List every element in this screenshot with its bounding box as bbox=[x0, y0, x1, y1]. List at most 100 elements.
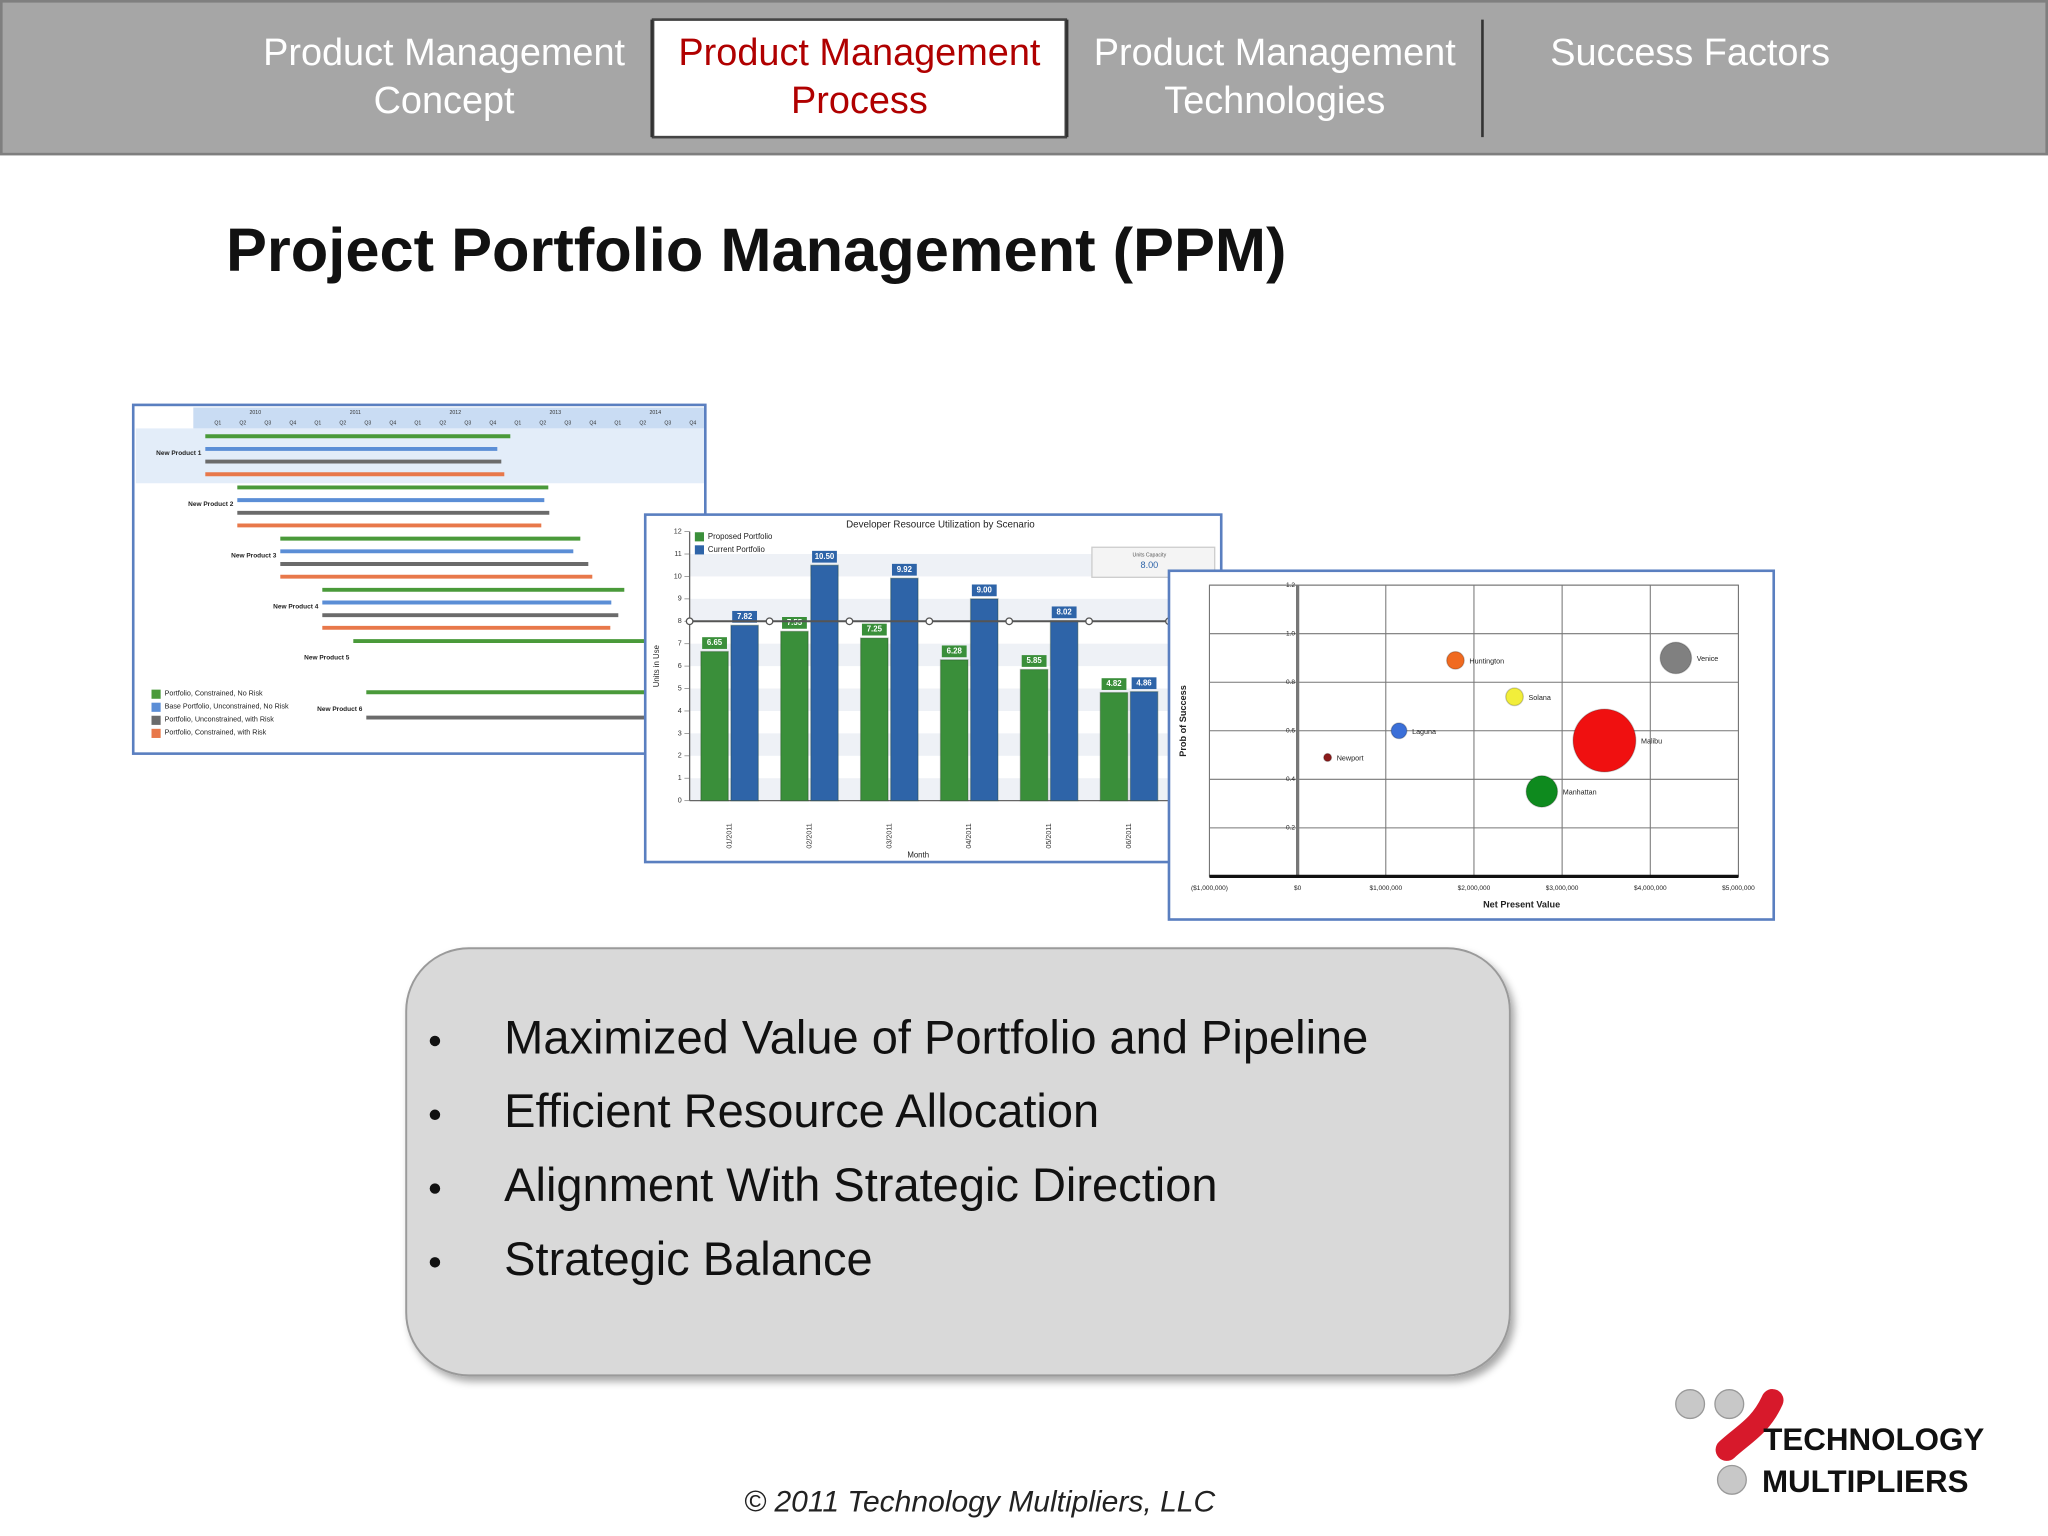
bubble bbox=[1505, 687, 1524, 707]
tab-label[interactable]: Product Management bbox=[263, 32, 625, 74]
quarter-label: Q1 bbox=[414, 421, 421, 427]
year-label: 2012 bbox=[449, 410, 461, 416]
value-label-box bbox=[732, 610, 758, 623]
y-tick-label: 1 bbox=[678, 774, 682, 782]
bullet-dot bbox=[429, 1109, 441, 1120]
row-label: New Product 6 bbox=[317, 706, 363, 713]
quarter-label: Q4 bbox=[389, 421, 396, 427]
nav-tabs: Product Management Concept Product Managem… bbox=[263, 18, 1830, 139]
bullet-dot bbox=[429, 1257, 441, 1268]
legend-label: Portfolio, Constrained, No Risk bbox=[165, 689, 263, 697]
y-tick-label: 8 bbox=[678, 617, 682, 625]
value-label: 7.25 bbox=[867, 625, 883, 634]
y-tick-label: 10 bbox=[674, 572, 682, 580]
value-label-box bbox=[891, 563, 917, 576]
bubble bbox=[1446, 650, 1465, 670]
value-label: 8.02 bbox=[1057, 607, 1073, 616]
y-tick-label: 1.2 bbox=[1286, 582, 1295, 589]
bullet-dot bbox=[429, 1183, 441, 1194]
bubble-chart: ($1,000,000) $0 $1,000,000 $2,000,000 $3,000… bbox=[1167, 569, 1776, 921]
tab-label[interactable]: Technologies bbox=[1164, 80, 1385, 122]
quarter-label: Q2 bbox=[339, 421, 346, 427]
chart-title: Developer Resource Utilization by Scenar… bbox=[846, 520, 1035, 531]
quarter-label: Q2 bbox=[239, 421, 246, 427]
x-tick-label: $5,000,000 bbox=[1722, 885, 1755, 892]
quarter-label: Q2 bbox=[539, 421, 546, 427]
x-tick-label: $0 bbox=[1294, 885, 1302, 892]
bubble-label: Solana bbox=[1529, 694, 1551, 702]
y-tick-label: 12 bbox=[674, 527, 682, 535]
legend-label: Base Portfolio, Unconstrained, No Risk bbox=[165, 703, 289, 711]
quarter-label: Q4 bbox=[289, 421, 296, 427]
y-tick-label: 3 bbox=[678, 729, 682, 737]
logo-text: TECHNOLOGY bbox=[1763, 1422, 1984, 1457]
x-tick-label: $3,000,000 bbox=[1546, 885, 1579, 892]
legend-swatch bbox=[151, 715, 161, 725]
footer: © 2011 Technology Multipliers, LLC bbox=[744, 1485, 1215, 1518]
x-axis-label: Month bbox=[907, 851, 929, 860]
tab-label[interactable]: Success Factors bbox=[1550, 32, 1830, 74]
year-label: 2011 bbox=[350, 410, 361, 416]
bubble-label: Huntington bbox=[1469, 658, 1504, 666]
bar bbox=[1049, 620, 1079, 802]
tab-label[interactable]: Process bbox=[791, 80, 928, 122]
quarter-label: Q3 bbox=[564, 421, 571, 427]
y-tick-label: 2 bbox=[678, 752, 682, 760]
x-tick-label: 03/2011 bbox=[885, 823, 893, 848]
quarter-label: Q3 bbox=[464, 421, 471, 427]
legend-swatch bbox=[151, 689, 161, 699]
year-label: 2013 bbox=[549, 410, 561, 416]
slide-title: Project Portfolio Management (PPM) bbox=[226, 216, 1287, 285]
tab-label[interactable]: Product Management bbox=[1094, 32, 1456, 74]
logo-dot bbox=[1675, 1389, 1706, 1420]
y-tick-label: 0.4 bbox=[1286, 776, 1295, 783]
y-tick-label: 11 bbox=[674, 550, 681, 558]
logo-swoosh bbox=[1715, 1389, 1784, 1461]
value-label-box bbox=[1021, 655, 1047, 667]
value-label-box bbox=[941, 645, 967, 658]
bullet-text: Maximized Value of Portfolio and Pipelin… bbox=[504, 1010, 1368, 1063]
gantt-chart: 2010 Q1 Q2 Q3 Q4 2011 Q1 Q2 Q3 Q4 2012 Q1 Q2 Q3 Q4 2013… bbox=[131, 403, 707, 755]
value-label-box bbox=[702, 637, 727, 649]
quarter-label: Q1 bbox=[514, 421, 521, 427]
bullet-text: Alignment With Strategic Direction bbox=[504, 1158, 1217, 1211]
bubble-label: Laguna bbox=[1412, 728, 1436, 736]
row-label: New Product 1 bbox=[156, 450, 202, 457]
bubble-label: Manhattan bbox=[1563, 789, 1597, 797]
tab-label[interactable]: Concept bbox=[374, 80, 515, 122]
bubble bbox=[1572, 708, 1637, 773]
legend-label: Current Portfolio bbox=[708, 545, 766, 554]
y-tick-label: 0.6 bbox=[1286, 727, 1295, 734]
y-tick-label: 4 bbox=[678, 707, 682, 715]
tab-label[interactable]: Product Management bbox=[678, 32, 1040, 74]
quarter-label: Q3 bbox=[264, 421, 271, 427]
value-label-box bbox=[1101, 678, 1127, 690]
quarter-label: Q3 bbox=[364, 421, 371, 427]
x-tick-label: 05/2011 bbox=[1045, 823, 1053, 848]
value-label-box bbox=[782, 617, 807, 629]
bar bbox=[780, 630, 809, 802]
y-axis-label: Units in Use bbox=[652, 645, 661, 687]
bubble bbox=[1659, 641, 1693, 675]
x-tick-label: 02/2011 bbox=[805, 823, 813, 848]
quarter-label: Q1 bbox=[214, 421, 221, 427]
value-label-box bbox=[1131, 677, 1157, 690]
bullet-dot bbox=[429, 1035, 441, 1047]
value-label: 4.82 bbox=[1106, 679, 1122, 688]
value-label: 6.65 bbox=[707, 638, 723, 647]
bar bbox=[810, 564, 839, 802]
x-tick-label: ($1,000,000) bbox=[1191, 885, 1228, 892]
grid-band bbox=[689, 598, 1169, 622]
grid-band bbox=[689, 554, 1169, 577]
bar bbox=[730, 624, 759, 802]
value-label: 5.85 bbox=[1026, 656, 1042, 665]
reference-node bbox=[1085, 617, 1094, 626]
logo-text: MULTIPLIERS bbox=[1762, 1464, 1969, 1499]
header-band bbox=[193, 407, 704, 429]
bar bbox=[890, 577, 919, 802]
logo-dot bbox=[1714, 1389, 1745, 1420]
legend-label: Portfolio, Constrained, with Risk bbox=[165, 729, 267, 737]
logo: TECHNOLOGY MULTIPLIERS bbox=[1675, 1389, 1984, 1499]
